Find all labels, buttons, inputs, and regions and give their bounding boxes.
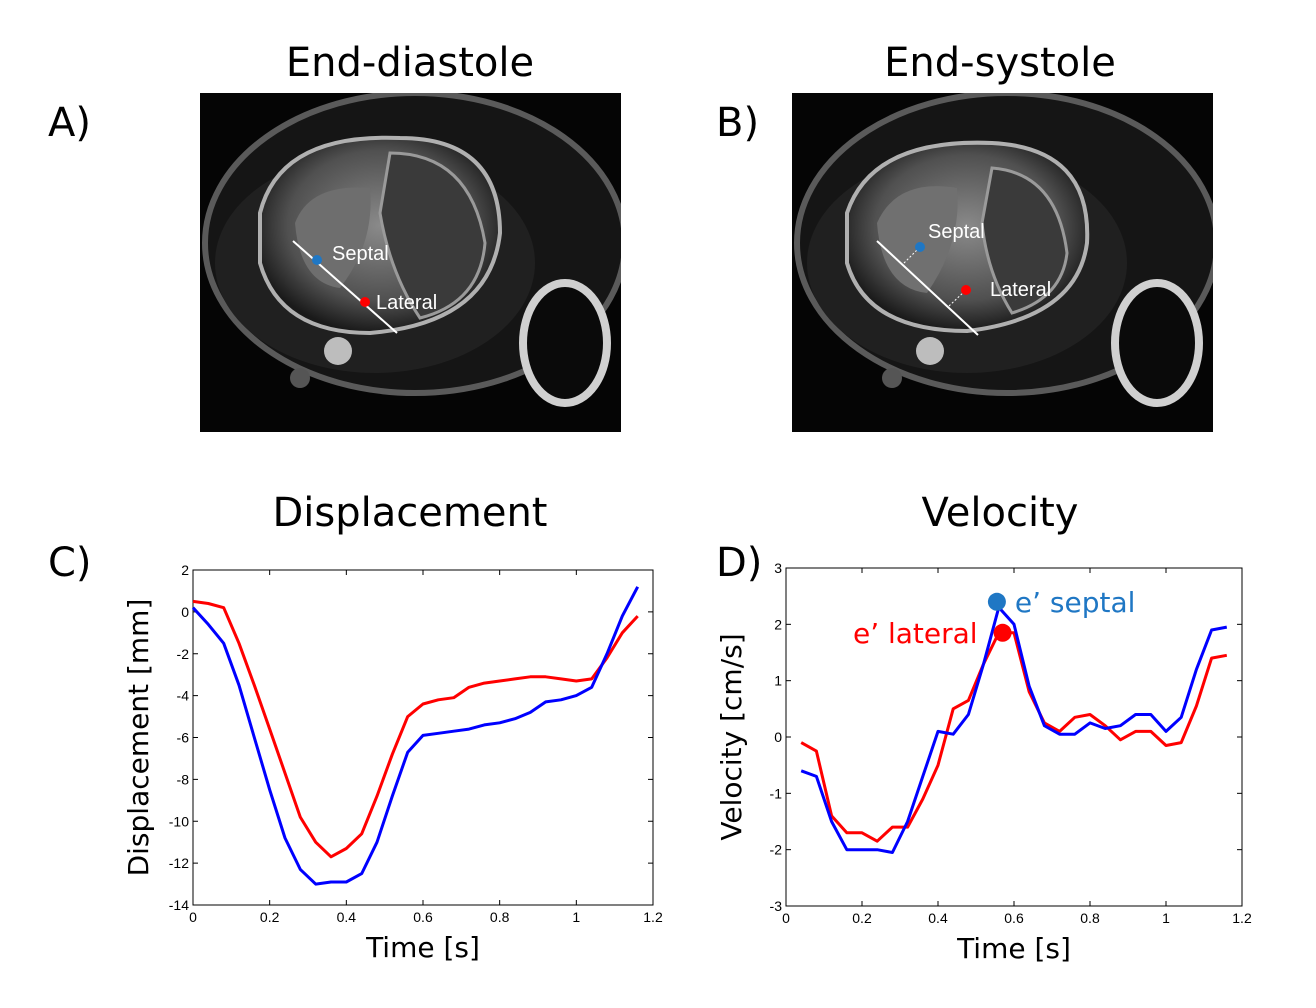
- e-lateral-annotation: e’ lateral: [853, 617, 978, 650]
- mri-end-systole-image: Septal Lateral: [792, 93, 1213, 432]
- septal-label-a: Septal: [332, 243, 389, 265]
- septal-label-b: Septal: [928, 221, 985, 243]
- mri-a-drawing: [200, 93, 621, 432]
- displacement-ytick-label: 2: [181, 562, 189, 578]
- lateral-point-a: [360, 297, 370, 307]
- displacement-xtick-label: 1.2: [643, 909, 663, 925]
- panel-b-title: End-systole: [884, 40, 1116, 86]
- displacement-xtick-label: 0.6: [413, 909, 433, 925]
- displacement-xtick-label: 0.8: [490, 909, 510, 925]
- septal-point-a: [312, 255, 322, 265]
- velocity-xtick-label: 1: [1162, 910, 1170, 926]
- velocity-ytick-label: 3: [774, 560, 782, 576]
- e-lateral-marker: [993, 623, 1012, 642]
- displacement-ytick-label: -6: [177, 730, 190, 746]
- displacement-ytick-label: -12: [169, 855, 189, 871]
- displacement-xtick-label: 0.2: [260, 909, 280, 925]
- septal-point-b: [915, 242, 925, 252]
- velocity-series-septal: [800, 605, 1228, 854]
- displacement-ytick-label: -10: [169, 813, 189, 829]
- velocity-xtick-label: 0.2: [852, 910, 872, 926]
- panel-d-title: Velocity: [921, 490, 1079, 536]
- displacement-xtick-label: 0.4: [337, 909, 357, 925]
- e-septal-annotation: e’ septal: [1015, 586, 1136, 619]
- lateral-point-b: [961, 285, 971, 295]
- velocity-series-lateral: [800, 631, 1228, 843]
- displacement-ytick-label: 0: [181, 604, 189, 620]
- displacement-series-septal: [191, 586, 640, 886]
- velocity-xtick-label: 0.6: [1004, 910, 1024, 926]
- velocity-ytick-label: -3: [770, 898, 783, 914]
- lateral-label-a: Lateral: [376, 292, 438, 314]
- mri-end-diastole-image: Septal Lateral: [200, 93, 621, 432]
- displacement-xtick-label: 1: [572, 909, 580, 925]
- displacement-ytick-label: -2: [177, 646, 190, 662]
- velocity-ytick-label: -2: [770, 842, 783, 858]
- velocity-xlabel: Time [s]: [956, 932, 1071, 965]
- e-septal-marker: [987, 592, 1006, 611]
- mri-b-drawing: [792, 93, 1213, 432]
- velocity-xtick-label: 0.8: [1080, 910, 1100, 926]
- velocity-xtick-label: 1.2: [1232, 910, 1252, 926]
- displacement-ylabel: Displacement [mm]: [122, 599, 155, 877]
- velocity-ytick-label: -1: [770, 785, 783, 801]
- displacement-xlabel: Time [s]: [365, 931, 480, 964]
- velocity-ytick-label: 2: [774, 616, 782, 632]
- velocity-xtick-label: 0: [782, 910, 790, 926]
- displacement-ytick-label: -4: [177, 688, 190, 704]
- displacement-ytick-label: -8: [177, 771, 190, 787]
- velocity-ylabel: Velocity [cm/s]: [715, 633, 748, 840]
- panel-d-letter: D): [716, 540, 763, 586]
- panel-c-title: Displacement: [272, 490, 548, 536]
- velocity-xtick-label: 0.4: [928, 910, 948, 926]
- panel-a-title: End-diastole: [285, 40, 535, 86]
- displacement-series-lateral: [192, 599, 639, 859]
- lateral-label-b: Lateral: [990, 279, 1052, 301]
- velocity-ytick-label: 1: [774, 673, 782, 689]
- panel-a-letter: A): [48, 100, 91, 146]
- velocity-ytick-label: 0: [774, 729, 782, 745]
- displacement-xtick-label: 0: [189, 909, 197, 925]
- displacement-ytick-label: -14: [169, 897, 189, 913]
- panel-c-letter: C): [48, 540, 92, 586]
- panel-b-letter: B): [716, 100, 760, 146]
